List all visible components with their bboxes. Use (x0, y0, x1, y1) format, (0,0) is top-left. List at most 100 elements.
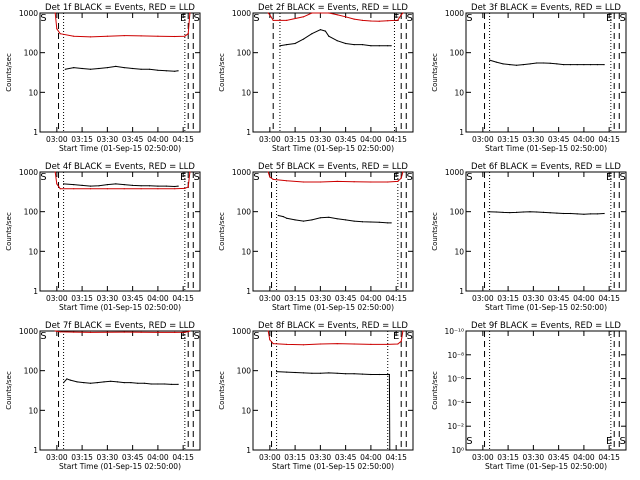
events-data-point (388, 373, 390, 376)
chart-panel-3: Det 3f BLACK = Events, RED = LLD 1 10 100 10… (431, 3, 627, 153)
events-data-point (378, 221, 380, 223)
lld-data-point (140, 188, 142, 190)
y-tick-label: 1 (246, 287, 251, 296)
events-data-point (345, 373, 347, 375)
events-data-point (106, 184, 108, 186)
lld-data-point (328, 12, 330, 14)
events-data-point (276, 371, 278, 373)
lld-series-line (267, 12, 404, 22)
x-tick-label: 03:45 (335, 135, 357, 144)
events-data-point (596, 213, 599, 215)
events-data-point (277, 214, 279, 217)
events-data-point (98, 67, 100, 70)
event-marker-e: E (180, 13, 186, 24)
x-tick-label: 04:00 (573, 294, 595, 303)
y-tick-label: 10⁻⁸ (447, 351, 464, 360)
y-axis-label: Counts/sec (431, 371, 439, 410)
events-data-point (311, 33, 313, 35)
lld-data-point (267, 330, 269, 332)
lld-data-point (387, 181, 389, 183)
events-data-point (542, 62, 545, 64)
x-tick-label: 03:15 (71, 294, 93, 303)
lld-data-point (187, 331, 189, 333)
events-data-point (279, 45, 281, 47)
plot-frame (252, 12, 414, 133)
lld-data-point (174, 188, 176, 190)
y-tick-label: 1 (33, 446, 38, 455)
x-tick-label: 03:30 (523, 453, 545, 462)
x-tick-label: 04:15 (172, 294, 194, 303)
lld-data-point (59, 188, 61, 190)
events-data-point (509, 64, 511, 66)
x-tick-label: 03:15 (284, 294, 306, 303)
lld-data-point (286, 180, 288, 182)
events-data-point (73, 67, 75, 69)
events-data-point (130, 382, 132, 384)
x-tick-label: 03:00 (259, 294, 281, 303)
y-tick-label: 1000 (232, 9, 251, 18)
lld-data-point (56, 330, 58, 332)
x-tick-label: 03:00 (46, 453, 68, 462)
events-data-point (150, 383, 152, 385)
events-data-point (157, 383, 159, 385)
lld-data-point (269, 339, 271, 341)
lld-data-point (361, 19, 364, 21)
x-tick-label: 03:00 (46, 135, 68, 144)
events-series-line (489, 59, 605, 66)
events-data-point (370, 45, 372, 47)
event-marker-s: S (619, 172, 625, 183)
lld-data-point (286, 343, 288, 345)
lld-data-point (189, 330, 191, 332)
event-marker-e: E (606, 436, 612, 447)
lld-data-point (302, 181, 305, 183)
y-axis-label: Counts/sec (5, 53, 13, 92)
events-data-point (73, 184, 75, 186)
x-axis-label: Start Time (01-Sep-15 02:50:00) (485, 462, 607, 471)
lld-data-point (319, 181, 321, 183)
lld-data-point (387, 20, 389, 22)
x-tick-label: 04:15 (385, 294, 407, 303)
y-axis-label: Counts/sec (218, 212, 226, 251)
events-data-point (603, 64, 605, 66)
chart-panel-9: Det 9f BLACK = Events, RED = LLD 10⁰ 10⁻² 1… (431, 321, 627, 471)
events-data-point (576, 64, 578, 66)
events-data-point (174, 185, 176, 188)
chart-panel-2: Det 2f BLACK = Events, RED = LLD 1 10 100 10… (218, 3, 414, 153)
y-tick-label: 100 (24, 367, 39, 376)
event-marker-e: E (180, 331, 186, 342)
events-data-point (487, 211, 489, 213)
events-data-point (294, 42, 296, 45)
events-data-point (286, 371, 288, 373)
events-data-point (361, 44, 364, 46)
events-data-point (515, 211, 518, 213)
lld-data-point (353, 343, 355, 345)
x-tick-label: 03:45 (548, 453, 570, 462)
y-axis-label: Counts/sec (218, 371, 226, 410)
x-tick-label: 03:15 (71, 135, 93, 144)
y-tick-label: 10 (241, 406, 251, 415)
x-tick-label: 03:30 (310, 135, 332, 144)
events-data-point (157, 185, 159, 187)
x-tick-label: 03:00 (472, 453, 494, 462)
events-data-point (556, 63, 558, 65)
x-tick-label: 04:15 (172, 135, 194, 144)
x-tick-label: 03:30 (523, 294, 545, 303)
y-tick-label: 10⁻⁶ (447, 375, 464, 384)
x-tick-label: 03:00 (259, 453, 281, 462)
events-data-point (569, 64, 572, 66)
lld-data-point (319, 12, 321, 14)
event-marker-s: S (193, 172, 199, 183)
x-tick-label: 03:30 (97, 294, 119, 303)
events-data-point (353, 373, 355, 375)
event-marker-s: S (193, 331, 199, 342)
event-marker-s: S (40, 331, 46, 342)
events-data-point (143, 382, 145, 384)
lld-data-point (311, 12, 313, 14)
events-data-point (103, 381, 105, 383)
x-tick-label: 04:15 (598, 453, 620, 462)
x-tick-label: 04:15 (598, 294, 620, 303)
lld-data-point (336, 180, 338, 182)
x-axis-label: Start Time (01-Sep-15 02:50:00) (272, 144, 394, 153)
events-series-line (487, 211, 605, 215)
x-axis-label: Start Time (01-Sep-15 02:50:00) (272, 303, 394, 312)
